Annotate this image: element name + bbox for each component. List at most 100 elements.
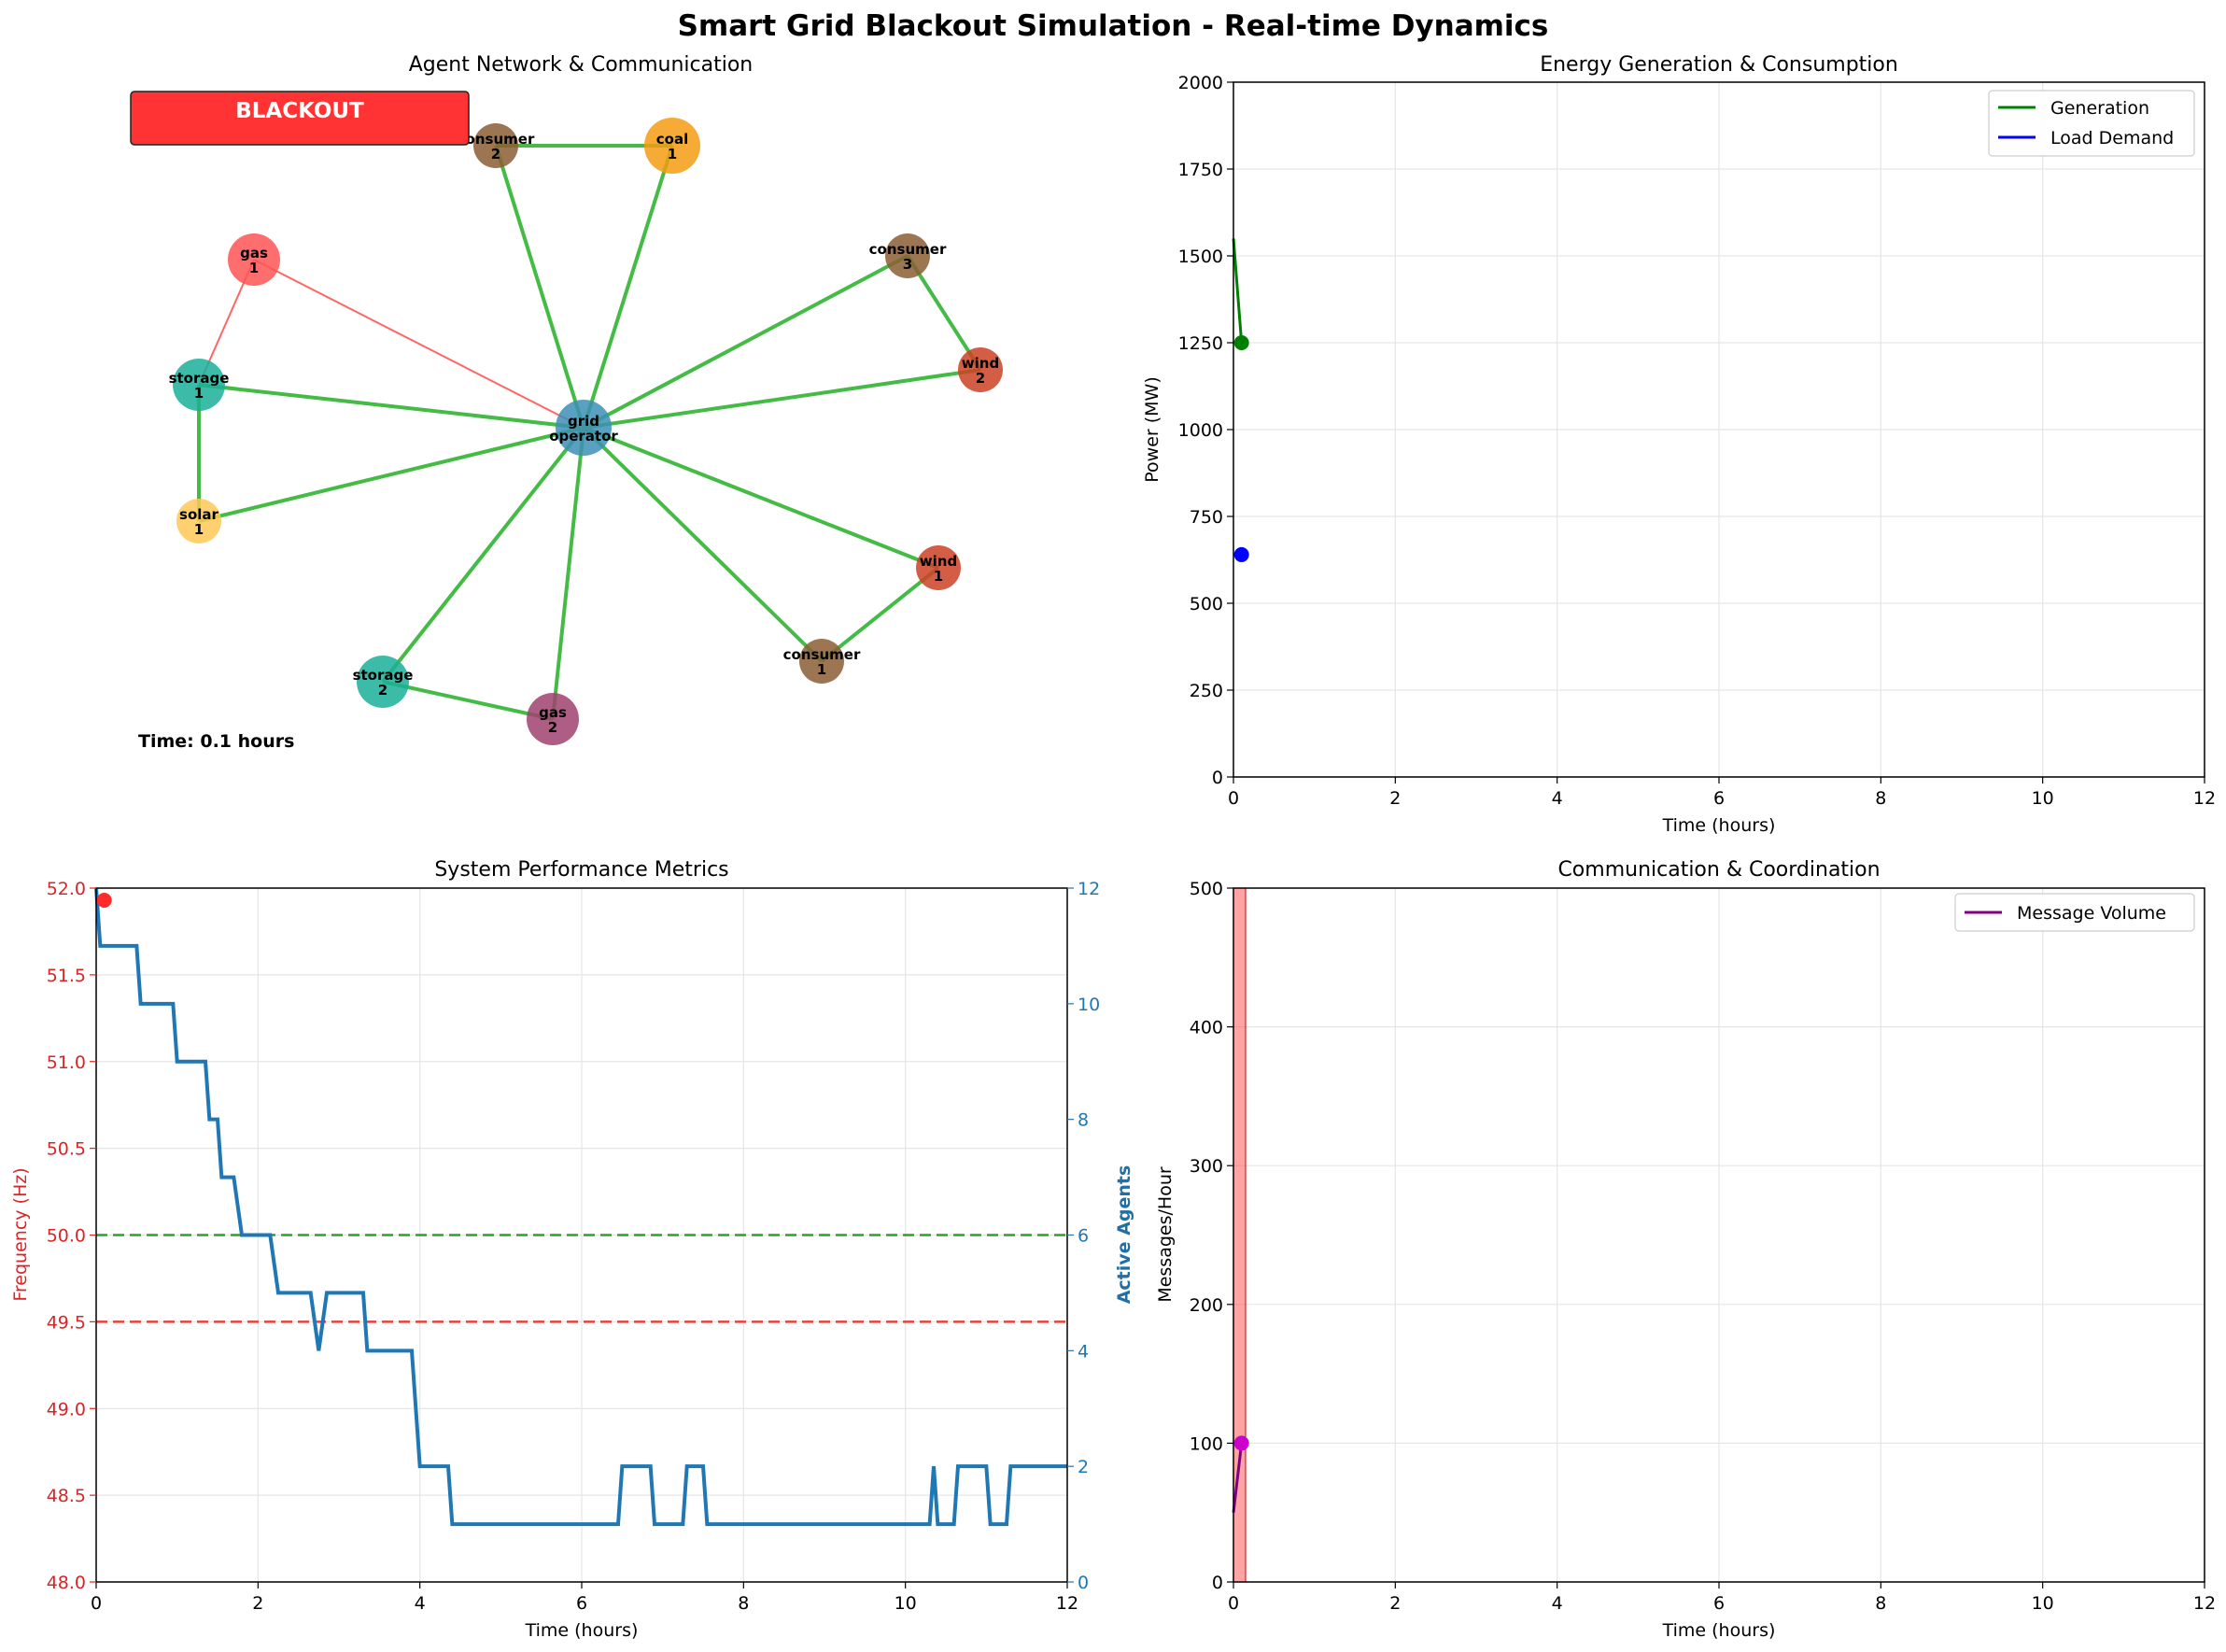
node-label: wind <box>920 553 957 570</box>
metrics-xlabel: Time (hours) <box>525 1620 639 1641</box>
node-label: 2 <box>491 146 500 162</box>
node-gas_1 <box>228 233 280 286</box>
link-wind_1-consumer_1 <box>820 566 940 663</box>
communication-panel: Communication & Coordination 0 2 4 6 8 10 12 0… <box>1155 858 2216 1641</box>
node-consumer_2 <box>473 123 518 168</box>
node-label: 2 <box>976 370 985 387</box>
y-tick-label: 48.5 <box>47 1486 86 1506</box>
time-label: Time: 0.1 hours <box>138 731 294 752</box>
communication-title: Communication & Coordination <box>1557 858 1880 882</box>
network-links <box>197 144 982 721</box>
node-label: storage <box>169 370 230 387</box>
node-wind_2 <box>958 347 1003 392</box>
x-tick-label: 2 <box>252 1593 263 1614</box>
metrics-y-ticks-right: 0 2 4 6 8 10 12 <box>1067 879 1100 1593</box>
link-grid_operator-wind_1 <box>583 426 939 570</box>
node-label: wind <box>962 355 999 372</box>
metrics-title: System Performance Metrics <box>434 858 728 882</box>
energy-title: Energy Generation & Consumption <box>1540 53 1898 77</box>
communication-grid <box>1233 887 2205 1583</box>
y-tick-label: 100 <box>1190 1433 1223 1454</box>
y-right-tick-label: 6 <box>1078 1226 1089 1247</box>
x-tick-label: 10 <box>895 1593 917 1614</box>
metrics-ylabel-left: Frequency (Hz) <box>10 1167 31 1301</box>
y-tick-label: 49.5 <box>47 1312 86 1333</box>
x-tick-label: 12 <box>2193 788 2216 809</box>
node-label: consumer <box>869 241 947 258</box>
communication-legend: Message Volume <box>1954 893 2195 932</box>
link-grid_operator-solar_1 <box>198 426 585 523</box>
x-tick-label: 4 <box>415 1593 426 1614</box>
node-consumer_1 <box>799 639 844 684</box>
communication-xlabel: Time (hours) <box>1662 1620 1776 1641</box>
node-label: 1 <box>934 568 943 585</box>
x-tick-label: 4 <box>1552 1593 1563 1614</box>
y-tick-label: 51.0 <box>47 1052 86 1073</box>
metrics-y-ticks-left: 48.0 48.5 49.0 49.5 50.0 50.5 51.0 51.5 52.0 <box>47 879 96 1593</box>
y-right-tick-label: 2 <box>1078 1457 1089 1477</box>
current-point-load-demand <box>1233 546 1249 562</box>
series-generation <box>1232 238 1244 344</box>
y-right-tick-label: 12 <box>1078 879 1100 899</box>
series-frequency-point <box>96 893 112 909</box>
y-tick-label: 300 <box>1190 1156 1223 1177</box>
network-nodes: gridoperatorcoal1consumer2consumer3consu… <box>169 118 1003 745</box>
y-tick-label: 50.0 <box>47 1226 86 1247</box>
blackout-span <box>1233 887 1247 1583</box>
node-label: 1 <box>249 260 259 276</box>
energy-panel: Energy Generation & Consumption 0 2 4 6 8 10 1… <box>1142 53 2216 836</box>
y-tick-label: 1500 <box>1178 247 1223 267</box>
x-tick-label: 2 <box>1389 788 1401 809</box>
y-tick-label: 1000 <box>1178 420 1223 441</box>
blackout-badge: BLACKOUT <box>130 91 470 146</box>
x-tick-label: 4 <box>1552 788 1563 809</box>
y-tick-label: 52.0 <box>47 879 86 899</box>
node-label: grid <box>568 413 599 430</box>
node-label: gas <box>539 704 567 721</box>
blackout-label: BLACKOUT <box>235 99 364 123</box>
node-label: storage <box>353 667 414 684</box>
node-label: 3 <box>903 256 912 273</box>
link-grid_operator-storage_2 <box>381 426 585 684</box>
energy-series <box>1232 238 1249 562</box>
x-tick-label: 6 <box>576 1593 587 1614</box>
energy-xlabel: Time (hours) <box>1662 815 1776 836</box>
network-title: Agent Network & Communication <box>409 53 754 77</box>
x-tick-label: 10 <box>2032 788 2054 809</box>
node-storage_2 <box>357 656 409 708</box>
x-tick-label: 0 <box>1228 1593 1239 1614</box>
node-coal_1 <box>644 118 700 174</box>
node-label: coal <box>656 131 688 148</box>
y-tick-label: 500 <box>1190 594 1223 614</box>
link-grid_operator-gas_2 <box>551 427 585 720</box>
x-tick-label: 2 <box>1389 1593 1401 1614</box>
node-solar_1 <box>176 499 221 544</box>
x-tick-label: 10 <box>2032 1593 2054 1614</box>
x-tick-label: 8 <box>1875 1593 1886 1614</box>
y-tick-label: 250 <box>1190 681 1223 701</box>
link-grid_operator-gas_1 <box>253 259 585 429</box>
node-label: consumer <box>783 646 861 663</box>
y-tick-label: 48.0 <box>47 1573 86 1593</box>
energy-legend: Generation Load Demand <box>1988 90 2195 157</box>
communication-series <box>1232 887 1249 1583</box>
network-panel: Agent Network & Communication gridoperat… <box>130 53 1003 752</box>
x-tick-label: 12 <box>2193 1593 2216 1614</box>
link-grid_operator-consumer_1 <box>582 426 824 663</box>
link-grid_operator-consumer_3 <box>583 254 909 430</box>
link-grid_operator-storage_1 <box>198 383 585 430</box>
node-label: consumer <box>458 131 535 148</box>
node-label: gas <box>240 245 268 261</box>
metrics-panel: System Performance Metrics 0 2 4 6 8 10 12 48.… <box>10 858 1134 1641</box>
link-grid_operator-wind_2 <box>583 368 981 430</box>
node-label: 2 <box>548 719 557 736</box>
node-gas_2 <box>527 693 579 745</box>
series-message-volume <box>1232 1443 1244 1513</box>
node-label: 2 <box>378 682 387 699</box>
x-tick-label: 6 <box>1713 1593 1725 1614</box>
x-tick-label: 6 <box>1713 788 1725 809</box>
y-tick-label: 0 <box>1212 768 1223 788</box>
node-label: 1 <box>817 661 826 678</box>
y-tick-label: 50.5 <box>47 1139 86 1160</box>
y-right-tick-label: 10 <box>1078 995 1100 1015</box>
